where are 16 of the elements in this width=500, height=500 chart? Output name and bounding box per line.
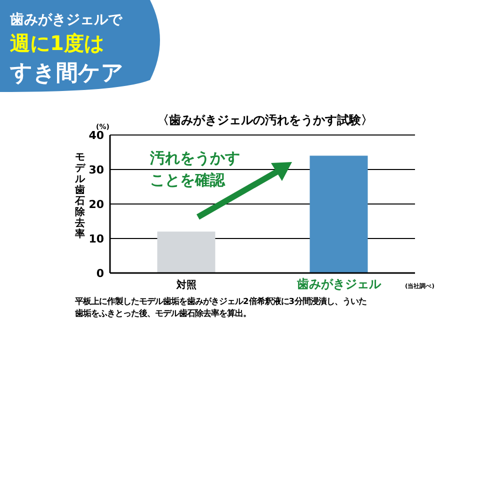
y-axis-title: モデル歯石除去率 xyxy=(74,152,86,240)
text: すき間ケア xyxy=(9,61,124,86)
chart-title: 〈歯みがきジェルの汚れをうかす試験〉 xyxy=(157,113,373,127)
x-tick-label: 対照 xyxy=(175,279,196,291)
y-tick-label: 40 xyxy=(88,129,104,142)
y-tick-label: 30 xyxy=(88,164,104,176)
annotation: 汚れをうかす xyxy=(149,149,240,167)
text: 歯垢をふきとった後、モデル歯石除去率を算出。 xyxy=(74,308,251,318)
text: 週に1度は xyxy=(9,31,104,55)
y-tick-label: 20 xyxy=(88,198,104,211)
y-tick-label: 0 xyxy=(96,267,104,280)
text: 歯みがきジェルで xyxy=(9,12,123,28)
y-tick-label: 10 xyxy=(88,232,104,246)
text: 平板上に作製したモデル歯垢を歯みがきジェル2倍希釈液に3分間浸漬し、ういた xyxy=(74,296,367,306)
annotation: ことを確認 xyxy=(150,171,226,189)
x-tick-label: 歯みがきジェル xyxy=(296,277,382,291)
